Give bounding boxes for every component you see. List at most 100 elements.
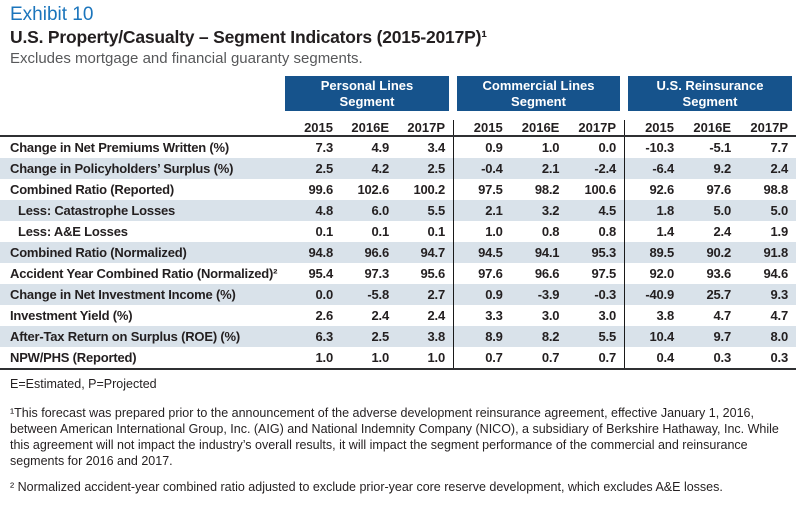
value-cell: 1.0 xyxy=(427,350,446,365)
value-cell: 94.6 xyxy=(763,266,788,281)
row-label: Less: A&E Losses xyxy=(18,224,128,239)
segment-header-reinsurance: U.S. Reinsurance Segment xyxy=(628,76,792,111)
value-cell: 94.8 xyxy=(308,245,333,260)
value-cell: 92.0 xyxy=(649,266,674,281)
page-header: Exhibit 10 U.S. Property/Casualty – Segm… xyxy=(0,0,800,68)
footnotes: ¹This forecast was prepared prior to the… xyxy=(10,405,782,507)
segment-group: 3.3 3.0 3.0 xyxy=(453,305,624,326)
value-cell: 9.3 xyxy=(770,287,789,302)
value-cell: 0.8 xyxy=(541,224,560,239)
value-cell: 3.0 xyxy=(598,308,617,323)
year-header: 2015 xyxy=(645,120,674,135)
footnote-2: ² Normalized accident-year combined rati… xyxy=(10,480,723,494)
value-cell: 7.3 xyxy=(315,140,334,155)
value-cell: 3.3 xyxy=(485,308,503,323)
value-cell: 98.8 xyxy=(763,182,788,197)
segment-group: -6.4 9.2 2.4 xyxy=(624,158,796,179)
segment-group: 8.9 8.2 5.5 xyxy=(453,326,624,347)
segment-group: 92.0 93.6 94.6 xyxy=(624,263,796,284)
value-cell: 95.4 xyxy=(308,266,333,281)
value-cell: 4.2 xyxy=(371,161,390,176)
value-cell: 97.5 xyxy=(478,182,503,197)
segment-group: 2.1 3.2 4.5 xyxy=(453,200,624,221)
table-row: Investment Yield (%) 2.6 2.4 2.4 3.3 3.0 3.0 3.… xyxy=(0,305,796,326)
row-label: Change in Policyholders’ Surplus (%) xyxy=(10,161,234,176)
value-cell: -40.9 xyxy=(645,287,674,302)
row-label: Combined Ratio (Normalized) xyxy=(10,245,187,260)
value-cell: 25.7 xyxy=(706,287,731,302)
value-cell: 97.5 xyxy=(591,266,617,281)
segment-group: 6.3 2.5 3.8 xyxy=(285,326,453,347)
segment-group: 97.5 98.2 100.6 xyxy=(453,179,624,200)
value-cell: -5.8 xyxy=(367,287,389,302)
value-cell: -3.9 xyxy=(537,287,560,302)
segment-group: 99.6 102.6 100.2 xyxy=(285,179,453,200)
value-cell: 0.9 xyxy=(485,287,503,302)
value-cell: 100.2 xyxy=(413,182,445,197)
segment-group: 97.6 96.6 97.5 xyxy=(453,263,624,284)
segment-header-spacer xyxy=(0,76,285,111)
value-cell: 2.4 xyxy=(770,161,789,176)
value-cell: 91.8 xyxy=(763,245,788,260)
value-cell: 4.8 xyxy=(315,203,334,218)
segment-group: 0.0 -5.8 2.7 xyxy=(285,284,453,305)
segment-group: 0.9 -3.9 -0.3 xyxy=(453,284,624,305)
legend: E=Estimated, P=Projected xyxy=(10,377,157,391)
value-cell: 96.6 xyxy=(364,245,389,260)
value-cell: 0.1 xyxy=(371,224,390,239)
value-cell: 8.9 xyxy=(485,329,503,344)
value-cell: 2.1 xyxy=(541,161,560,176)
value-cell: 2.4 xyxy=(713,224,732,239)
year-header: 2016E xyxy=(351,120,389,135)
table-row: Combined Ratio (Reported) 99.6 102.6 100.2 9… xyxy=(0,179,796,200)
value-cell: -6.4 xyxy=(652,161,674,176)
value-cell: 4.9 xyxy=(371,140,390,155)
value-cell: 0.7 xyxy=(485,350,503,365)
value-cell: 89.5 xyxy=(649,245,674,260)
value-cell: 94.1 xyxy=(534,245,560,260)
year-header: 2017P xyxy=(750,120,788,135)
value-cell: 6.3 xyxy=(315,329,334,344)
table-row: Change in Policyholders’ Surplus (%) 2.5 4… xyxy=(0,158,796,179)
table-row: After-Tax Return on Surplus (ROE) (%) 6.3… xyxy=(0,326,796,347)
page-title: U.S. Property/Casualty – Segment Indicat… xyxy=(10,27,487,47)
value-cell: 6.0 xyxy=(371,203,390,218)
year-header: 2016E xyxy=(693,120,731,135)
value-cell: 2.4 xyxy=(371,308,390,323)
page-subtitle: Excludes mortgage and financial guaranty… xyxy=(10,50,363,67)
value-cell: 97.6 xyxy=(478,266,503,281)
value-cell: 0.3 xyxy=(770,350,789,365)
value-cell: 3.0 xyxy=(541,308,560,323)
segment-group: 7.3 4.9 3.4 xyxy=(285,137,453,158)
segment-group: 4.8 6.0 5.5 xyxy=(285,200,453,221)
value-cell: -0.3 xyxy=(594,287,617,302)
value-cell: 1.8 xyxy=(656,203,675,218)
value-cell: 0.1 xyxy=(315,224,334,239)
exhibit-label: Exhibit 10 xyxy=(10,4,94,25)
segment-group: 0.7 0.7 0.7 xyxy=(453,347,624,368)
value-cell: 5.0 xyxy=(770,203,789,218)
segment-group: 2.6 2.4 2.4 xyxy=(285,305,453,326)
value-cell: 5.0 xyxy=(713,203,732,218)
table-row: Change in Net Premiums Written (%) 7.3 4.9… xyxy=(0,137,796,158)
value-cell: 97.3 xyxy=(364,266,389,281)
segment-group: 1.4 2.4 1.9 xyxy=(624,221,796,242)
value-cell: 2.5 xyxy=(427,161,446,176)
value-cell: 5.5 xyxy=(598,329,617,344)
row-label: Change in Net Investment Income (%) xyxy=(10,287,236,302)
segment-group: 1.8 5.0 5.0 xyxy=(624,200,796,221)
value-cell: 1.0 xyxy=(315,350,334,365)
table-row: Less: A&E Losses 0.1 0.1 0.1 1.0 0.8 0.8 1.4 2.4… xyxy=(0,221,796,242)
value-cell: 1.9 xyxy=(770,224,789,239)
value-cell: 9.2 xyxy=(713,161,732,176)
table-row: NPW/PHS (Reported) 1.0 1.0 1.0 0.7 0.7 0.7 0.4 0… xyxy=(0,347,796,368)
year-header: 2016E xyxy=(521,120,560,135)
value-cell: 98.2 xyxy=(534,182,560,197)
value-cell: 0.0 xyxy=(598,140,617,155)
segment-header-personal: Personal Lines Segment xyxy=(285,76,449,111)
value-cell: 2.7 xyxy=(427,287,446,302)
value-cell: -0.4 xyxy=(481,161,503,176)
value-cell: 8.0 xyxy=(770,329,789,344)
segment-header-row: Personal Lines Segment Commercial Lines … xyxy=(0,76,796,111)
year-header: 2015 xyxy=(473,120,503,135)
